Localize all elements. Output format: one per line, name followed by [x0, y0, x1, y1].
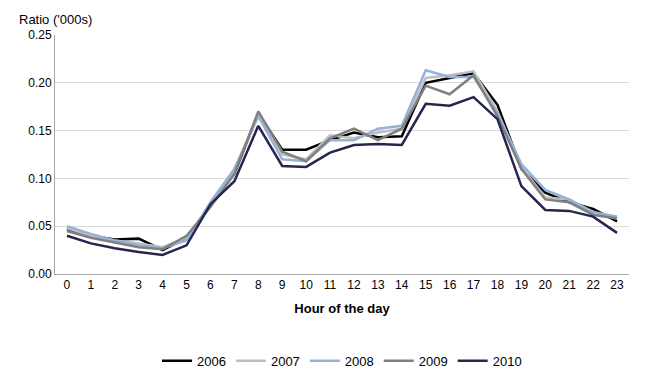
svg-text:23: 23	[610, 278, 624, 292]
svg-text:20: 20	[539, 278, 553, 292]
svg-text:0.20: 0.20	[28, 76, 52, 90]
svg-text:2010: 2010	[493, 354, 522, 369]
svg-text:16: 16	[443, 278, 457, 292]
svg-text:Hour of the day: Hour of the day	[294, 301, 390, 316]
svg-text:0: 0	[64, 278, 71, 292]
svg-text:4: 4	[159, 278, 166, 292]
svg-text:17: 17	[467, 278, 481, 292]
svg-text:13: 13	[371, 278, 385, 292]
svg-text:Ratio ('000s): Ratio ('000s)	[19, 12, 92, 27]
svg-text:0.25: 0.25	[28, 28, 52, 42]
svg-text:6: 6	[207, 278, 214, 292]
svg-text:10: 10	[299, 278, 313, 292]
svg-text:12: 12	[347, 278, 361, 292]
svg-text:2007: 2007	[271, 354, 300, 369]
svg-text:0.15: 0.15	[28, 124, 52, 138]
svg-text:2006: 2006	[197, 354, 226, 369]
svg-text:0.05: 0.05	[28, 219, 52, 233]
svg-text:9: 9	[279, 278, 286, 292]
svg-text:5: 5	[183, 278, 190, 292]
svg-text:0.00: 0.00	[28, 267, 52, 281]
svg-text:7: 7	[231, 278, 238, 292]
svg-text:3: 3	[135, 278, 142, 292]
svg-text:8: 8	[255, 278, 262, 292]
svg-text:22: 22	[586, 278, 600, 292]
svg-text:14: 14	[395, 278, 409, 292]
svg-text:21: 21	[563, 278, 577, 292]
svg-text:2009: 2009	[419, 354, 448, 369]
svg-text:11: 11	[324, 278, 337, 292]
svg-text:18: 18	[491, 278, 505, 292]
svg-text:2008: 2008	[345, 354, 374, 369]
svg-text:1: 1	[88, 278, 95, 292]
svg-text:15: 15	[419, 278, 433, 292]
svg-text:19: 19	[515, 278, 529, 292]
svg-text:0.10: 0.10	[28, 172, 52, 186]
svg-text:2: 2	[111, 278, 118, 292]
